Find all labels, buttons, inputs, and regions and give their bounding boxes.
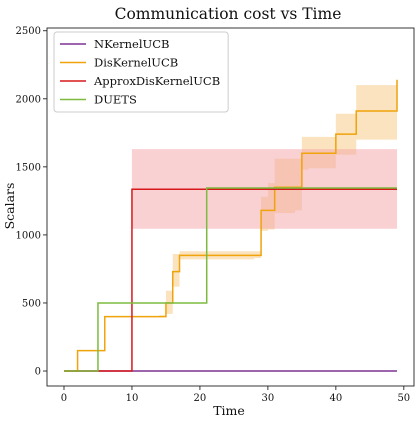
y-tick-label: 1000: [16, 230, 41, 241]
legend-label: DUETS: [94, 93, 137, 107]
x-tick-label: 30: [262, 393, 275, 404]
confidence-band-approxdiskernelucb: [63, 149, 398, 372]
x-tick-label: 10: [126, 393, 139, 404]
y-tick-label: 2500: [16, 26, 41, 37]
series-lines: [63, 79, 398, 372]
x-axis-label: Time: [213, 403, 245, 418]
legend-box: [53, 31, 229, 113]
y-axis-label: Scalars: [2, 183, 17, 230]
y-tick-label: 2000: [16, 94, 41, 105]
series-line-approxdiskernelucb: [63, 188, 398, 372]
y-tick-label: 0: [35, 367, 41, 378]
legend-label: DisKernelUCB: [94, 56, 178, 70]
y-tick-label: 500: [22, 298, 41, 309]
legend-items: NKernelUCB DisKernelUCB ApproxDisKernelUCB…: [60, 37, 220, 107]
confidence-bands: [63, 47, 398, 372]
x-tick-label: 0: [61, 393, 67, 404]
legend: NKernelUCB DisKernelUCB ApproxDisKernelUCB…: [53, 31, 229, 113]
chart-title: Communication cost vs Time: [115, 5, 342, 23]
y-tick-label: 1500: [16, 162, 41, 173]
legend-label: ApproxDisKernelUCB: [93, 74, 220, 88]
x-axis-ticks: 0 10 20 30 40 50: [61, 386, 410, 404]
series-line-duets: [63, 187, 398, 372]
legend-label: NKernelUCB: [94, 37, 169, 51]
x-tick-label: 20: [194, 393, 207, 404]
y-axis-ticks: 0 500 1000 1500 2000 2500: [16, 26, 47, 378]
x-tick-label: 40: [329, 393, 342, 404]
series-line-diskernelucb: [63, 79, 398, 372]
x-tick-label: 50: [397, 393, 410, 404]
plot-area-frame: [46, 27, 415, 387]
